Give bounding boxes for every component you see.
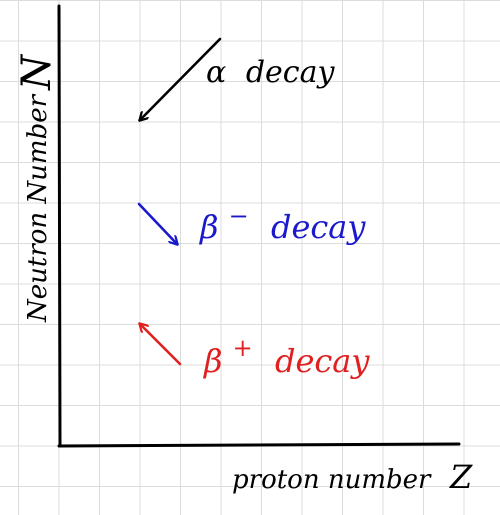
y-axis-label: Neutron Number [23,93,53,323]
alpha-decay-label: α decay [206,55,335,90]
beta-plus-decay-text: decay [275,342,370,380]
beta-minus-superscript: − [229,202,249,230]
beta-plus-symbol: β [203,342,223,380]
beta-plus-decay-label: β + decay [203,326,370,380]
beta-minus-decay-text: decay [271,208,366,246]
alpha-decay-text: decay [246,55,336,90]
x-axis-symbol: Z [449,458,473,496]
x-axis-label: proton number [232,465,432,495]
y-axis-label-text: Neutron Number [23,93,53,323]
beta-plus-decay-arrow [140,324,182,366]
y-axis [57,4,62,448]
beta-minus-decay-arrow [137,202,177,244]
alpha-decay-arrow [140,37,222,120]
x-axis [57,442,461,448]
beta-minus-symbol: β [199,208,219,246]
y-axis-symbol: N [14,53,60,91]
beta-plus-superscript: + [233,334,253,362]
alpha-symbol: α [206,55,226,90]
beta-minus-decay-label: β − decay [199,194,366,246]
